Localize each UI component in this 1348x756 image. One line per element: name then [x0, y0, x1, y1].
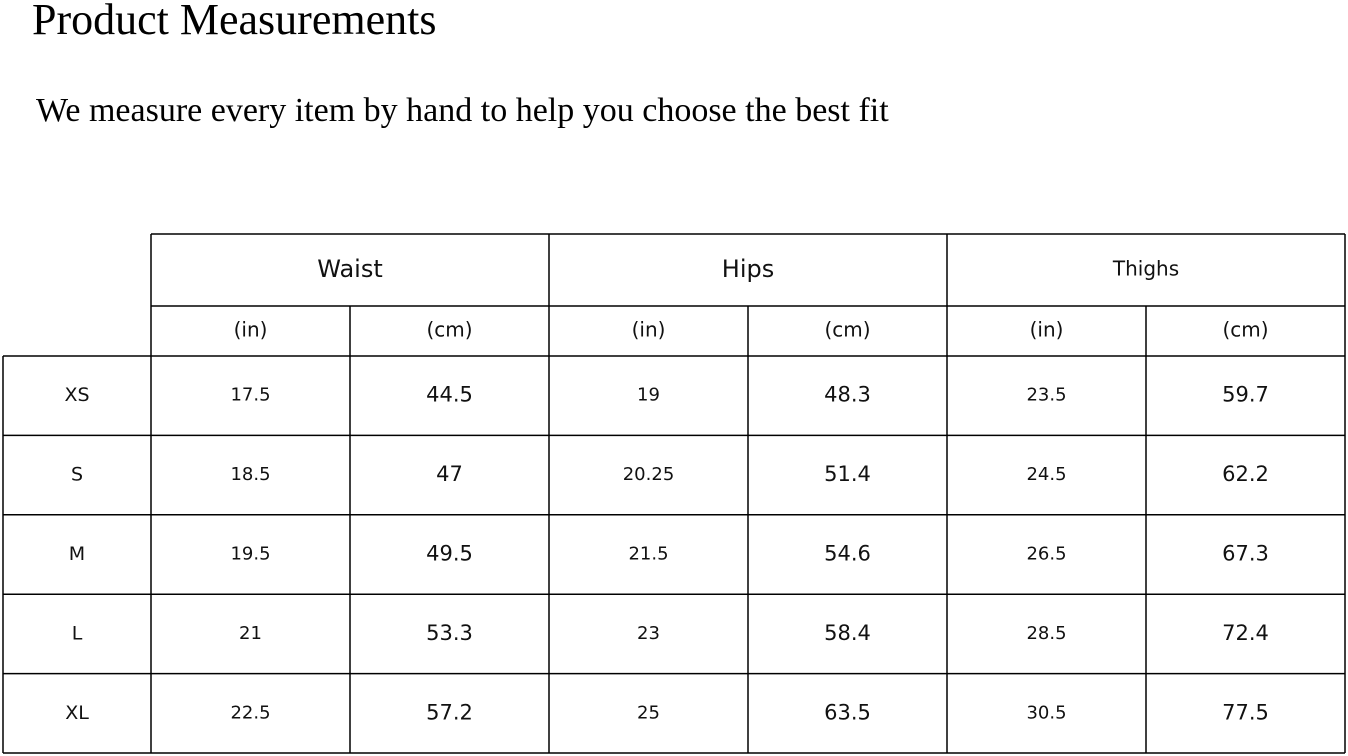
cell-value: 23	[637, 623, 660, 644]
group-header: Waist	[317, 255, 382, 283]
cell-value: 62.2	[1222, 462, 1269, 486]
cell-value: 28.5	[1026, 623, 1066, 644]
cell-value: 77.5	[1222, 700, 1269, 724]
cell-value: 18.5	[230, 464, 270, 485]
cell-value: 54.6	[824, 542, 871, 566]
cell-value: 23.5	[1026, 385, 1066, 406]
cell-value: 59.7	[1222, 383, 1269, 407]
cell-value: 19	[637, 385, 660, 406]
size-label: S	[71, 464, 83, 486]
cell-value: 63.5	[824, 700, 871, 724]
cell-value: 21.5	[628, 544, 668, 565]
cell-value: 22.5	[230, 702, 270, 723]
cell-value: 17.5	[230, 385, 270, 406]
cell-value: 48.3	[824, 383, 871, 407]
cell-value: 25	[637, 702, 660, 723]
unit-header: (cm)	[1222, 318, 1268, 342]
cell-value: 53.3	[426, 621, 473, 645]
size-label: XL	[65, 702, 89, 724]
cell-value: 67.3	[1222, 542, 1269, 566]
unit-header: (in)	[234, 318, 268, 342]
subtitle: We measure every item by hand to help yo…	[36, 92, 889, 129]
cell-value: 21	[239, 623, 262, 644]
title: Product Measurements	[32, 0, 437, 44]
cell-value: 24.5	[1026, 464, 1066, 485]
cell-value: 19.5	[230, 544, 270, 565]
unit-header: (in)	[1030, 318, 1064, 342]
cell-value: 47	[436, 462, 463, 486]
cell-value: 58.4	[824, 621, 871, 645]
cell-value: 49.5	[426, 542, 473, 566]
unit-header: (in)	[632, 318, 666, 342]
cell-value: 72.4	[1222, 621, 1269, 645]
unit-header: (cm)	[426, 318, 472, 342]
group-header: Hips	[722, 255, 774, 283]
cell-value: 26.5	[1026, 544, 1066, 565]
cell-value: 30.5	[1026, 702, 1066, 723]
size-label: L	[72, 622, 83, 644]
cell-value: 51.4	[824, 462, 871, 486]
cell-value: 57.2	[426, 700, 473, 724]
cell-value: 44.5	[426, 383, 473, 407]
size-label: XS	[64, 384, 89, 406]
group-header: Thighs	[1112, 257, 1179, 281]
size-label: M	[69, 543, 85, 565]
unit-header: (cm)	[824, 318, 870, 342]
cell-value: 20.25	[623, 464, 675, 485]
